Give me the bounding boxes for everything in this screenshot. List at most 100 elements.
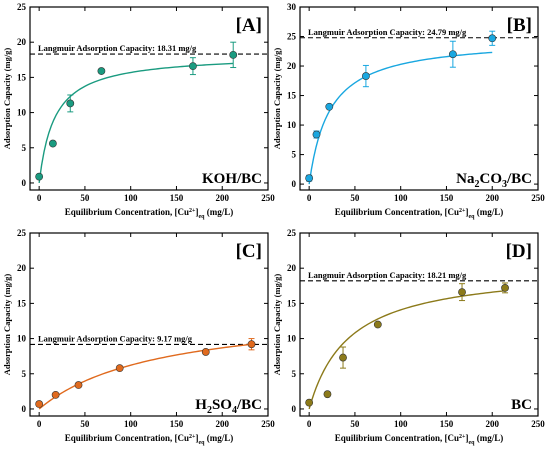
y-tick-label: 0 <box>292 404 297 414</box>
x-tick-label: 0 <box>307 193 312 203</box>
x-tick-label: 150 <box>440 193 454 203</box>
data-point <box>339 353 347 362</box>
langmuir-fit-curve <box>38 62 234 184</box>
langmuir-fit-curve <box>308 51 493 185</box>
y-tick-label: 10 <box>17 334 27 344</box>
y-tick-label: 15 <box>287 91 297 101</box>
x-tick-label: 250 <box>531 419 545 429</box>
data-point <box>115 364 124 373</box>
data-point <box>247 340 256 349</box>
data-point <box>74 381 83 389</box>
plot-frame <box>299 232 539 417</box>
y-tick-label: 20 <box>287 61 297 71</box>
x-axis-label: Equilibrium Concentration, [Cu2+]eq (mg/… <box>65 207 233 220</box>
y-tick-label: 20 <box>17 263 27 273</box>
y-tick-label: 30 <box>287 2 297 12</box>
y-tick-label: 0 <box>22 178 27 188</box>
langmuir-capacity-label: Langmuir Adsorption Capacity: 9.17 mg/g <box>38 333 193 343</box>
y-tick-label: 25 <box>287 228 297 238</box>
x-tick-label: 150 <box>440 419 454 429</box>
panel-label: [D] <box>506 241 532 262</box>
y-tick-label: 20 <box>17 37 27 47</box>
data-point <box>323 390 332 399</box>
y-axis-label: Adsorption Capacity (mg/g) <box>272 48 282 150</box>
data-point <box>362 72 370 80</box>
data-point <box>305 174 314 183</box>
sample-label: Na2CO3/BC <box>456 171 532 190</box>
x-tick-label: 200 <box>485 419 499 429</box>
data-point <box>97 67 106 75</box>
plot-frame <box>29 232 269 417</box>
data-point <box>35 400 44 408</box>
plot-frame <box>29 6 269 191</box>
data-point <box>325 102 334 111</box>
data-point <box>488 34 497 43</box>
data-point <box>458 288 466 297</box>
y-tick-label: 10 <box>287 120 297 130</box>
y-tick-label: 20 <box>287 263 297 273</box>
chart-panel-1: 0 50 100 150 200 250 0 5 10 15 20 25 Adsorption Capa… <box>2 2 275 220</box>
y-tick-label: 15 <box>287 298 297 308</box>
panel-label: [A] <box>236 15 262 36</box>
x-tick-label: 150 <box>170 193 184 203</box>
y-tick-label: 15 <box>17 298 27 308</box>
data-point <box>229 50 238 59</box>
langmuir-capacity-label: Langmuir Adsorption Capacity: 18.31 mg/g <box>38 43 197 53</box>
y-tick-label: 5 <box>22 369 27 379</box>
x-axis-label: Equilibrium Concentration, [Cu2+]eq (mg/… <box>65 433 233 446</box>
panel-label: [B] <box>507 15 532 36</box>
sample-label: H2SO4/BC <box>195 397 262 416</box>
y-tick-label: 0 <box>292 179 297 189</box>
x-tick-label: 250 <box>531 193 545 203</box>
plot-frame <box>299 6 539 191</box>
data-point <box>312 130 321 139</box>
x-tick-label: 100 <box>124 419 138 429</box>
y-axis-label: Adsorption Capacity (mg/g) <box>2 274 12 376</box>
data-point <box>48 139 57 148</box>
y-tick-label: 15 <box>17 72 27 82</box>
x-tick-label: 150 <box>170 419 184 429</box>
y-axis-label: Adsorption Capacity (mg/g) <box>272 274 282 376</box>
y-tick-label: 10 <box>287 334 297 344</box>
data-point <box>501 283 509 292</box>
x-tick-label: 0 <box>37 193 42 203</box>
data-point <box>305 398 314 407</box>
y-tick-label: 10 <box>17 108 27 118</box>
chart-panel-2: 0 50 100 150 200 250 0 5 10 15 20 25 30 Adsorption Ca… <box>272 2 545 220</box>
chart-panel-3: 0 50 100 150 200 250 0 5 10 15 20 25 Adsorption Capa… <box>2 228 275 446</box>
langmuir-fit-curve <box>38 343 252 410</box>
y-tick-label: 5 <box>292 369 297 379</box>
y-tick-label: 5 <box>22 143 27 153</box>
x-axis-label: Equilibrium Concentration, [Cu2+]eq (mg/… <box>335 433 503 446</box>
x-tick-label: 50 <box>80 193 90 203</box>
x-tick-label: 250 <box>261 193 275 203</box>
x-tick-label: 0 <box>37 419 42 429</box>
data-point <box>35 172 44 181</box>
y-tick-label: 5 <box>292 150 297 160</box>
data-point <box>201 348 210 356</box>
x-axis-label: Equilibrium Concentration, [Cu2+]eq (mg/… <box>335 207 503 220</box>
langmuir-capacity-label: Langmuir Adsorption Capacity: 24.79 mg/g <box>308 27 467 37</box>
sample-label: KOH/BC <box>202 171 262 187</box>
y-tick-label: 25 <box>17 2 27 12</box>
data-point <box>373 320 382 329</box>
langmuir-fit-curve <box>308 290 506 410</box>
x-tick-label: 50 <box>80 419 90 429</box>
y-tick-label: 0 <box>22 404 27 414</box>
langmuir-capacity-label: Langmuir Adsorption Capacity: 18.21 mg/g <box>308 270 467 280</box>
data-point <box>66 99 75 108</box>
data-point <box>189 62 197 71</box>
y-axis-label: Adsorption Capacity (mg/g) <box>2 48 12 150</box>
data-point <box>448 50 457 59</box>
x-tick-label: 100 <box>394 419 408 429</box>
sample-label: BC <box>511 397 532 413</box>
x-tick-label: 200 <box>215 193 229 203</box>
x-tick-label: 250 <box>261 419 275 429</box>
data-point <box>51 390 60 399</box>
x-tick-label: 200 <box>215 419 229 429</box>
x-tick-label: 100 <box>124 193 138 203</box>
x-tick-label: 100 <box>394 193 408 203</box>
x-tick-label: 50 <box>350 419 360 429</box>
